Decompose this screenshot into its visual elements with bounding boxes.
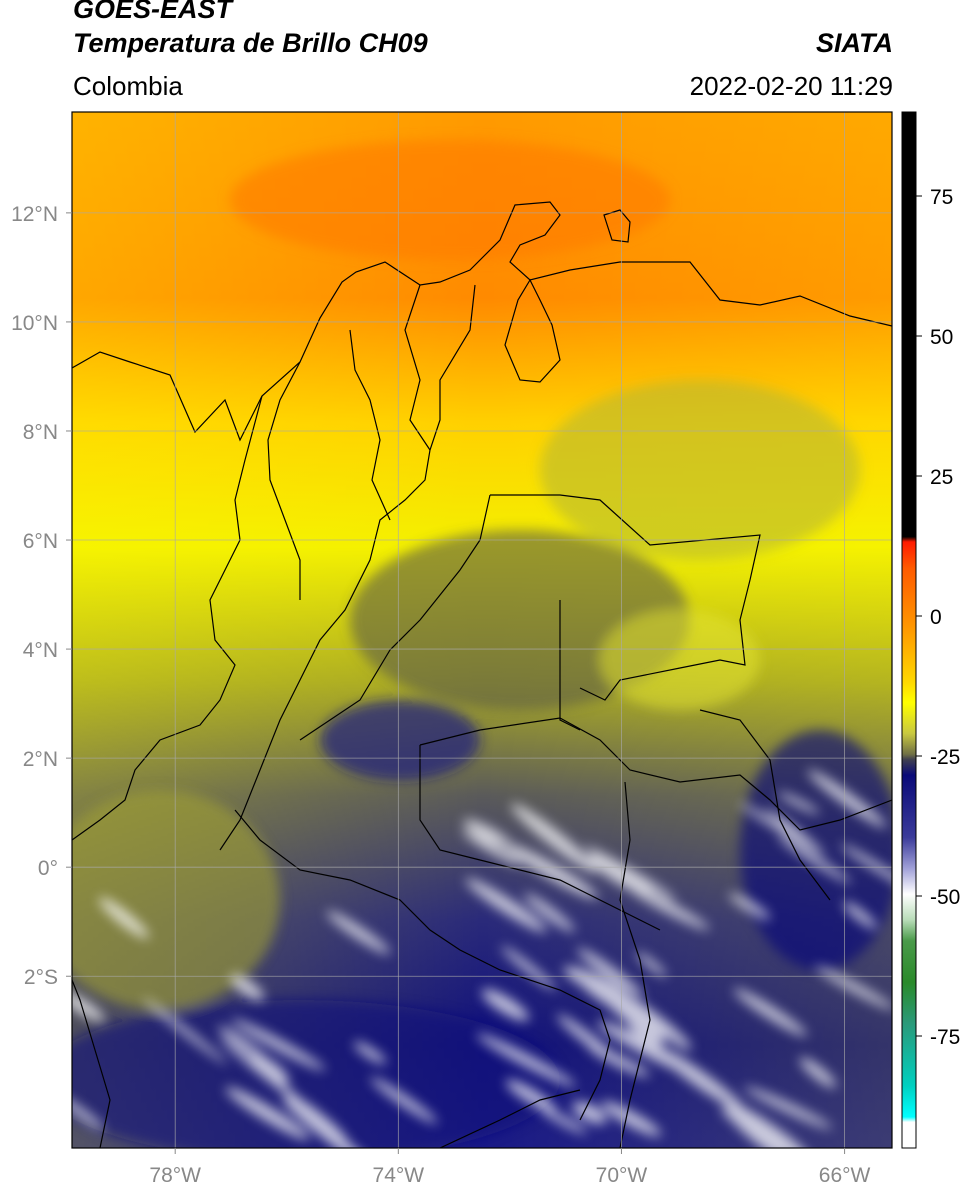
cold-cloud-streak — [72, 1094, 105, 1130]
cold-cloud-streak — [563, 966, 631, 1003]
graticule — [72, 112, 892, 1148]
cold-cloud-streak — [465, 878, 547, 933]
latitude-ticks: 12°N 10°N 8°N 6°N 4°N 2°N 0° 2°S — [11, 203, 72, 989]
region-label: Colombia — [73, 71, 183, 101]
colorbar-ticks: 75 50 25 0 -25 -50 -75 — [916, 186, 960, 1049]
lon-tick-label: 74°W — [373, 1164, 425, 1187]
cold-cloud-streak — [504, 843, 599, 899]
brightness-temperature-field — [72, 112, 892, 1148]
colorbar-tick-label: 25 — [930, 466, 953, 489]
cold-cloud-streak — [815, 966, 892, 1010]
cold-cloud-streak — [217, 1025, 267, 1061]
colorbar-tick-label: -50 — [930, 886, 960, 909]
cold-cloud-streak — [728, 1112, 784, 1148]
cold-cloud-streak — [501, 946, 556, 991]
cold-cloud-streak — [353, 1041, 387, 1064]
colorbar-tick-label: 50 — [930, 326, 953, 349]
cold-cloud-streak — [326, 911, 391, 954]
lat-tick-label: 2°N — [23, 748, 58, 771]
lon-tick-label: 70°W — [596, 1164, 648, 1187]
lat-tick-label: 4°N — [23, 639, 58, 662]
cold-cloud-streak — [505, 1079, 556, 1112]
cold-cloud-streak — [142, 997, 227, 1065]
cold-cloud-streak — [843, 901, 877, 929]
cold-cloud-streak — [462, 830, 522, 866]
cold-cloud-streak — [623, 995, 692, 1051]
cold-cloud-streak — [777, 792, 820, 814]
cold-cloud-streak — [588, 855, 652, 896]
cold-cloud-streak — [744, 1086, 833, 1129]
lon-tick-label: 78°W — [149, 1164, 201, 1187]
cold-cloud-streak — [722, 1098, 806, 1148]
cold-cloud-streak — [577, 948, 643, 997]
agency-label: SIATA — [816, 28, 893, 58]
cold-cloud-streak — [283, 1098, 375, 1148]
lat-tick-label: 0° — [38, 857, 58, 880]
map-frame — [71, 111, 893, 1149]
cold-cloud-streak — [807, 770, 887, 828]
colorbar-tick-label: 0 — [930, 606, 942, 629]
cold-cloud-streak — [541, 1108, 587, 1134]
lat-tick-label: 2°S — [24, 966, 58, 989]
cold-cloud-streak — [626, 884, 710, 930]
cold-cloud-streak — [524, 893, 575, 932]
lon-tick-label: 66°W — [819, 1164, 871, 1187]
product-title: Temperatura de Brillo CH09 — [73, 28, 428, 58]
lat-tick-label: 6°N — [23, 530, 58, 553]
cold-cloud-streak — [481, 989, 529, 1021]
cold-cloud-streak — [572, 1101, 607, 1124]
lat-tick-label: 12°N — [11, 203, 58, 226]
cold-cloud-streak — [511, 803, 598, 873]
cold-cloud-streak — [370, 1077, 438, 1124]
cold-cloud-streak — [799, 1057, 837, 1088]
lat-tick-label: 10°N — [11, 312, 58, 335]
cold-cloud-streak — [252, 1054, 289, 1085]
cold-cloud-streak — [231, 1018, 326, 1071]
cold-cloud-streak — [225, 1087, 310, 1140]
cold-cloud-streak — [98, 897, 149, 939]
cold-cloud-streak — [601, 1101, 662, 1137]
lat-tick-label: 8°N — [23, 421, 58, 444]
longitude-ticks: 78°W 74°W 70°W 66°W — [149, 1148, 871, 1187]
cold-cloud-streak — [598, 988, 664, 1042]
cold-cloud-streak — [738, 802, 826, 856]
colorbar: 75 50 25 0 -25 -50 -75 — [901, 111, 960, 1149]
cold-cloud-streak — [597, 1021, 697, 1076]
cold-cloud-streak — [476, 1033, 576, 1087]
cold-cloud-streak — [766, 807, 825, 856]
cold-cloud-streak — [556, 1014, 620, 1064]
cold-cloud-streak — [733, 988, 808, 1037]
datetime-label: 2022-02-20 11:29 — [689, 71, 893, 101]
colorbar-strip — [901, 111, 917, 1149]
colorbar-tick-label: 75 — [930, 186, 953, 209]
cold-cloud-streak — [230, 974, 264, 1001]
satellite-title: GOES-EAST — [73, 0, 233, 24]
cold-cloud-streak — [636, 951, 667, 977]
cold-cloud-streak — [463, 819, 511, 847]
cold-cloud-streak — [777, 836, 852, 884]
colorbar-tick-label: -75 — [930, 1026, 960, 1049]
cold-cloud-streak — [729, 893, 771, 920]
colorbar-tick-label: -25 — [930, 746, 960, 769]
